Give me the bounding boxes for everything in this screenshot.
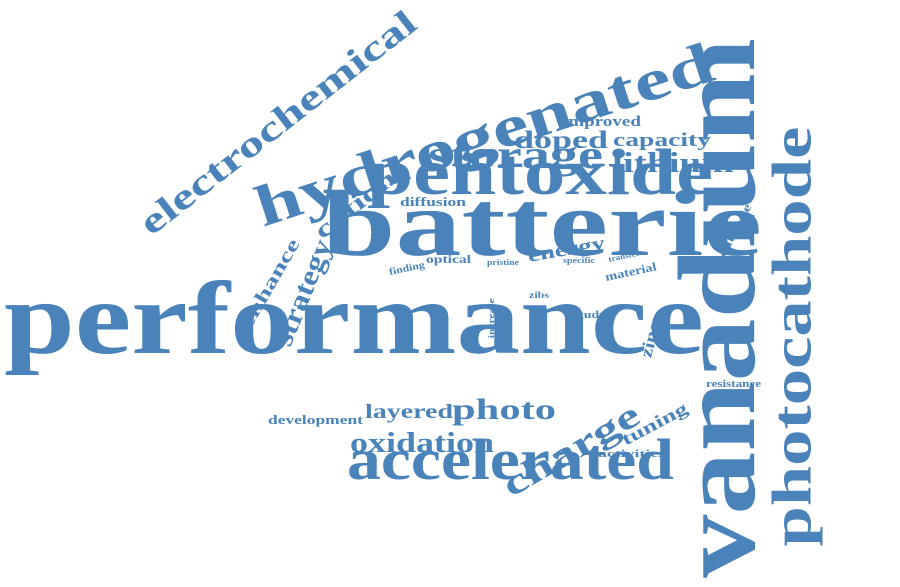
word-lithium: lithium bbox=[612, 148, 734, 180]
word-increase: increase bbox=[486, 297, 496, 338]
word-optical: optical bbox=[426, 251, 472, 266]
word-storage: storage bbox=[428, 131, 604, 177]
word-batterie: batterie bbox=[322, 171, 763, 276]
word-accelerated: accelerated bbox=[347, 426, 674, 492]
word-doped: doped bbox=[514, 126, 608, 154]
word-pristine: pristine bbox=[487, 257, 520, 267]
word-development: development bbox=[268, 411, 363, 427]
word-photo: photo bbox=[452, 392, 557, 426]
word-activities: activities bbox=[598, 448, 666, 461]
word-improved: improved bbox=[563, 114, 641, 131]
word-vanadium: vanadium bbox=[656, 38, 779, 578]
word-zibs: zibs bbox=[529, 289, 550, 300]
word-capacity: capacity bbox=[613, 130, 712, 152]
word-performance: performance bbox=[4, 260, 704, 376]
word-diffusion: diffusion bbox=[400, 193, 466, 209]
word-pentoxide: pentoxide bbox=[367, 135, 713, 209]
word-specific: specific bbox=[563, 255, 595, 265]
word-oxidation: oxidation bbox=[350, 428, 494, 460]
word-study: study bbox=[574, 309, 607, 322]
word-resistance: resistance bbox=[706, 378, 762, 391]
word-layered: layered bbox=[365, 401, 454, 424]
word-photocathode: photocathode bbox=[761, 126, 824, 547]
